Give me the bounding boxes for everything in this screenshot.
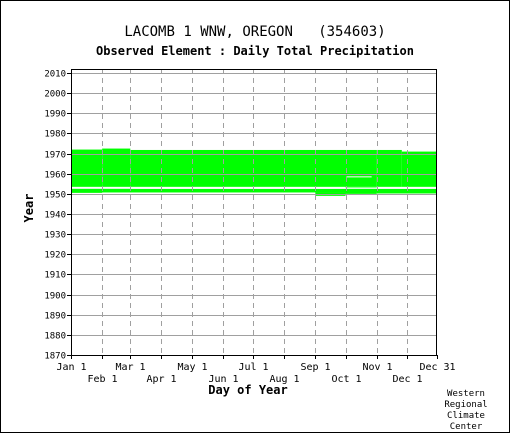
observed-period-block bbox=[345, 186, 377, 194]
y-tick-label: 1960 bbox=[44, 171, 66, 181]
y-tick-label: 1950 bbox=[44, 191, 66, 201]
y-tick-label: 1940 bbox=[44, 211, 66, 221]
y-tick-label: 1910 bbox=[44, 271, 66, 281]
credit-line: Center bbox=[449, 422, 483, 432]
x-tick-label: Aug 1 bbox=[269, 374, 299, 385]
axis-layer: 1870 1880 1890 1900 1910 1920 1930 1940 1950 1960… bbox=[44, 69, 456, 385]
y-axis-label: Year bbox=[22, 194, 36, 223]
observed-period-block bbox=[71, 191, 103, 193]
x-tick-label: Nov 1 bbox=[362, 362, 392, 373]
y-tick-label: 1990 bbox=[44, 110, 66, 120]
credit-line: Western bbox=[447, 389, 485, 399]
x-tick-label: Jun 1 bbox=[208, 374, 238, 385]
y-tick-label: 1930 bbox=[44, 231, 66, 241]
y-tick-label: 2000 bbox=[44, 90, 66, 100]
x-tick-label: Dec 31 bbox=[419, 362, 455, 373]
y-tick-label: 2010 bbox=[44, 70, 66, 80]
credit-block: Western Regional Climate Center bbox=[436, 389, 496, 433]
x-tick-label: Dec 1 bbox=[392, 374, 422, 385]
y-tick-label: 1920 bbox=[44, 251, 66, 261]
chart-title: LACOMB 1 WNW, OREGON (354603) bbox=[124, 24, 386, 40]
x-tick-label: Oct 1 bbox=[331, 374, 361, 385]
x-tick-label: Feb 1 bbox=[87, 374, 117, 385]
x-axis-label: Day of Year bbox=[208, 383, 287, 397]
y-tick-label: 1870 bbox=[44, 352, 66, 362]
x-tick-label: Sep 1 bbox=[300, 362, 330, 373]
missing-data-gap bbox=[346, 176, 372, 178]
y-tick-label: 1890 bbox=[44, 312, 66, 322]
credit-line: Regional bbox=[444, 400, 488, 410]
x-tick-label: Mar 1 bbox=[115, 362, 145, 373]
y-tick-label: 1880 bbox=[44, 332, 66, 342]
observed-period-block bbox=[376, 191, 437, 194]
missing-data-gap bbox=[130, 187, 438, 189]
y-tick-label: 1980 bbox=[44, 130, 66, 140]
credit-line: Climate bbox=[447, 411, 485, 421]
x-tick-label: Jul 1 bbox=[238, 362, 268, 373]
observed-period-block bbox=[71, 149, 103, 187]
chart-subtitle: Observed Element : Daily Total Precipita… bbox=[96, 44, 414, 58]
x-tick-label: Jan 1 bbox=[56, 362, 86, 373]
observed-period-block bbox=[376, 149, 402, 187]
x-tick-label: Apr 1 bbox=[146, 374, 176, 385]
x-tick-label: May 1 bbox=[177, 362, 207, 373]
y-tick-label: 1900 bbox=[44, 292, 66, 302]
y-tick-label: 1970 bbox=[44, 151, 66, 161]
